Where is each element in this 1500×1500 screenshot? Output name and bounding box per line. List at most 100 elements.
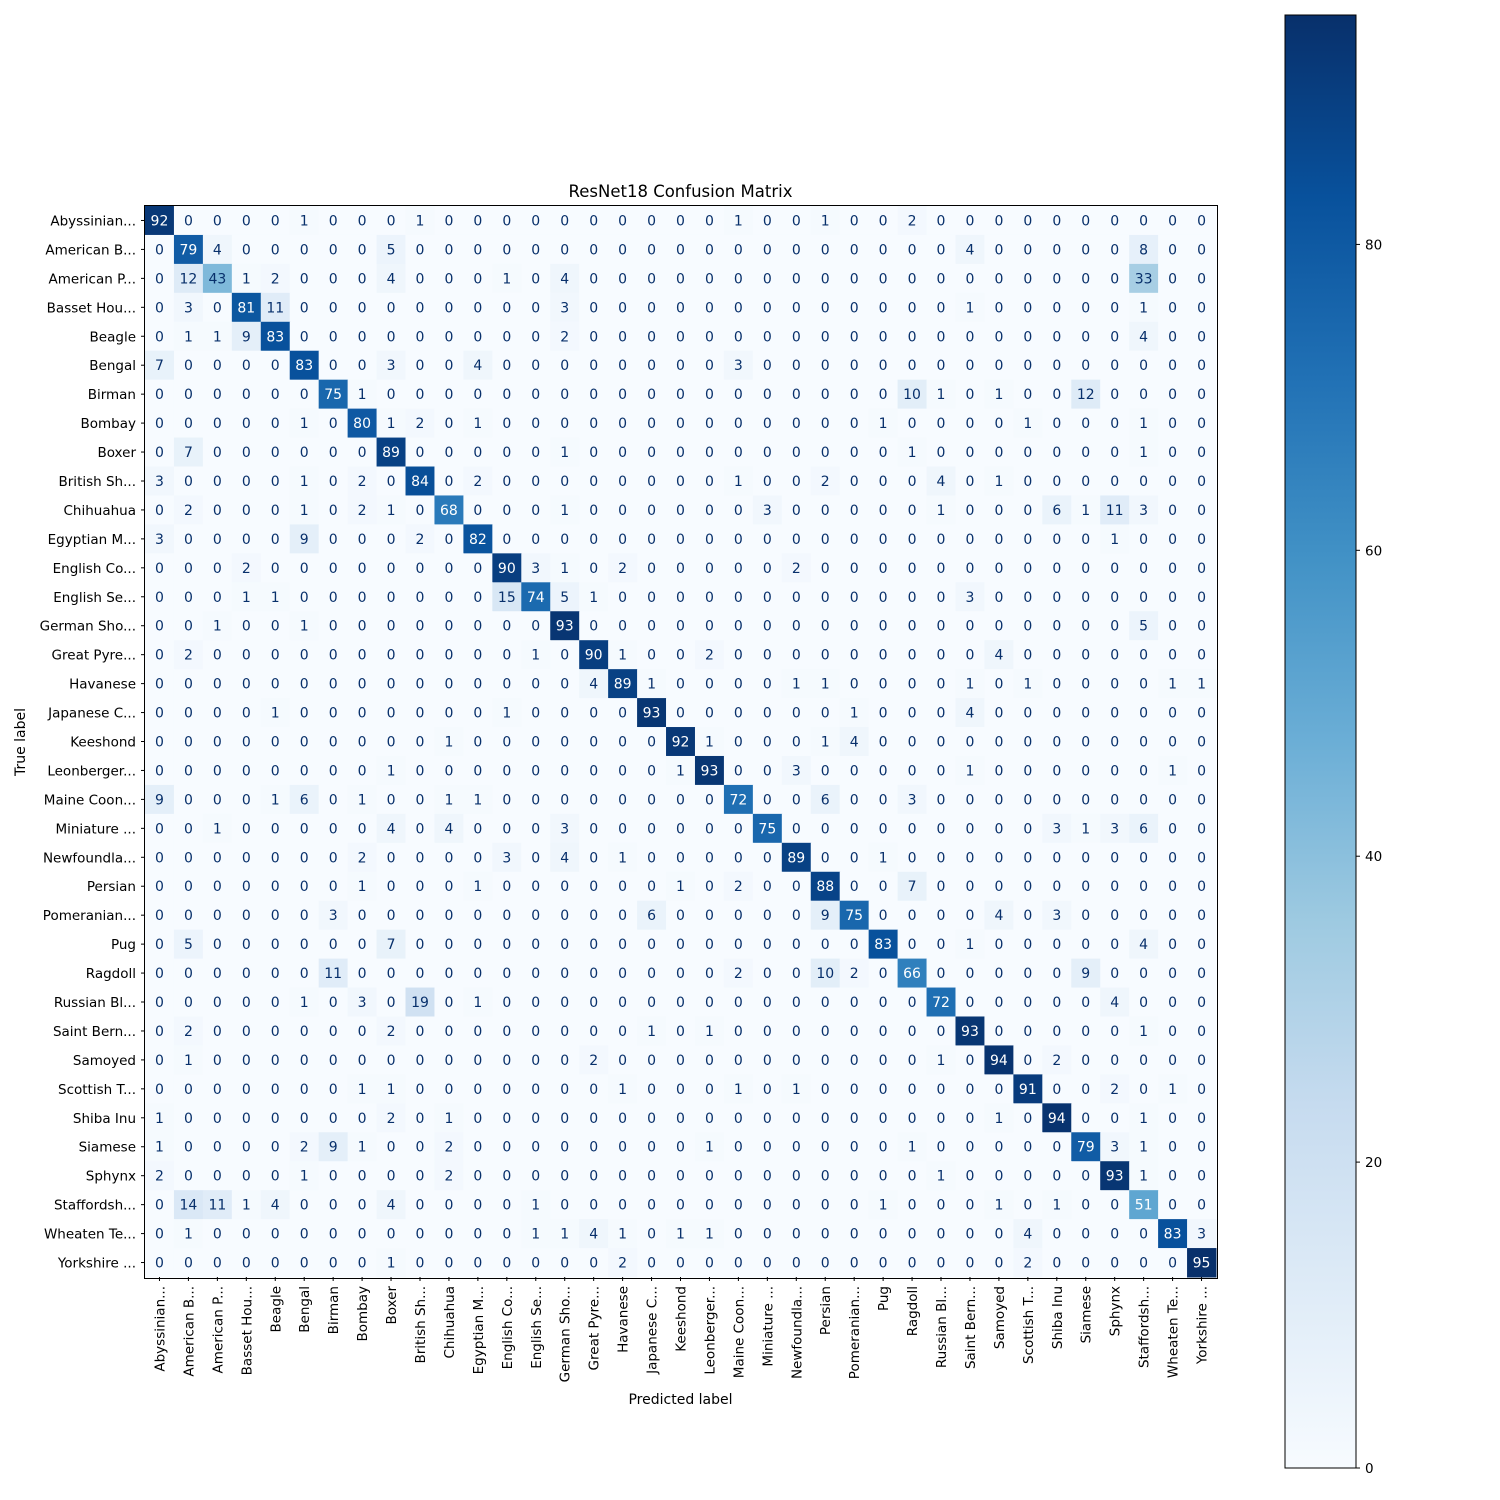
heatmap-cell (723, 408, 754, 439)
heatmap-cell (752, 495, 783, 525)
cell-value: 0 (879, 1140, 888, 1156)
cell-value: 0 (589, 474, 598, 490)
cell-value: 0 (1110, 358, 1119, 374)
cell-value: 0 (676, 792, 685, 808)
heatmap-cell (1129, 958, 1159, 989)
heatmap-cell (897, 1161, 928, 1191)
heatmap-cell (1013, 263, 1043, 294)
cell-value: 0 (531, 387, 540, 403)
heatmap-cell (579, 669, 609, 699)
heatmap-cell (1042, 698, 1072, 728)
heatmap-cell (550, 813, 580, 844)
heatmap-cell (173, 958, 204, 989)
heatmap-cell (810, 698, 841, 728)
heatmap-cell (376, 292, 407, 323)
cell-value: 0 (618, 242, 627, 258)
cell-value: 1 (705, 1140, 714, 1156)
heatmap-cell (376, 582, 407, 612)
cell-value: 0 (618, 387, 627, 403)
cell-value: 0 (531, 1024, 540, 1040)
cell-value: 0 (850, 648, 859, 664)
heatmap-cell (1129, 1248, 1159, 1278)
heatmap-cell (1187, 727, 1217, 757)
cell-value: 0 (821, 1024, 830, 1040)
heatmap-cell (608, 755, 638, 786)
cell-value: 0 (213, 1053, 222, 1069)
heatmap-cell (694, 784, 725, 815)
cell-value: 0 (676, 908, 685, 924)
heatmap-cell (318, 350, 349, 381)
cell-value: 4 (387, 1198, 396, 1214)
heatmap-cell (405, 784, 435, 815)
cell-value: 2 (184, 648, 193, 664)
heatmap-cell (202, 1074, 233, 1104)
cell-value: 0 (358, 763, 367, 779)
cell-value: 0 (734, 821, 743, 837)
cell-value: 0 (1081, 242, 1090, 258)
heatmap-cell (1158, 929, 1188, 960)
heatmap-cell (434, 900, 464, 931)
cell-value: 0 (387, 735, 396, 751)
heatmap-cell (608, 1103, 638, 1133)
heatmap-cell (781, 582, 812, 612)
cell-value: 0 (965, 619, 974, 635)
heatmap-cell (492, 900, 522, 931)
heatmap-cell (463, 813, 493, 844)
cell-value: 0 (821, 532, 830, 548)
heatmap-cell (955, 900, 985, 931)
heatmap-cell (955, 582, 985, 612)
heatmap-cell (666, 813, 696, 844)
heatmap-cell (1042, 1074, 1072, 1104)
cell-value: 0 (994, 619, 1003, 635)
cell-value: 0 (994, 706, 1003, 722)
cell-value: 0 (1197, 735, 1206, 751)
heatmap-cell (347, 755, 378, 786)
cell-value: 0 (1052, 590, 1061, 606)
cell-value: 0 (850, 532, 859, 548)
cell-value: 0 (734, 503, 743, 519)
cell-value: 0 (531, 300, 540, 316)
heatmap-cell (579, 727, 609, 757)
heatmap-cell (926, 263, 956, 294)
cell-value: 0 (1023, 445, 1032, 461)
cell-value: 0 (965, 1227, 974, 1243)
cell-value: 3 (1139, 503, 1148, 519)
cell-value: 1 (444, 792, 453, 808)
cell-value: 0 (589, 213, 598, 229)
cell-value: 0 (589, 358, 598, 374)
heatmap-cell (723, 1045, 754, 1075)
cell-value: 0 (416, 966, 425, 982)
cell-value: 0 (329, 503, 338, 519)
cell-value: 0 (821, 300, 830, 316)
heatmap-cell (868, 813, 899, 844)
cell-value: 0 (850, 358, 859, 374)
cell-value: 1 (300, 474, 309, 490)
cell-value: 0 (1197, 1024, 1206, 1040)
cell-value: 0 (879, 763, 888, 779)
cell-value: 0 (329, 706, 338, 722)
heatmap-cell (492, 350, 522, 381)
x-tick-label: Siamese (1079, 1286, 1095, 1343)
heatmap-cell (202, 842, 233, 873)
heatmap-cell (810, 727, 841, 757)
heatmap-cell (145, 379, 175, 410)
heatmap-cell (1042, 871, 1072, 902)
cell-value: 0 (589, 619, 598, 635)
heatmap-cell (984, 263, 1014, 294)
heatmap-cell (1129, 1103, 1159, 1133)
heatmap-cell (984, 755, 1014, 786)
heatmap-cell (666, 784, 696, 815)
heatmap-cell (839, 408, 870, 439)
cell-value: 2 (358, 850, 367, 866)
heatmap-cell (694, 524, 725, 554)
cell-value: 0 (821, 561, 830, 577)
heatmap-cell (723, 842, 754, 873)
heatmap-cell (955, 553, 985, 583)
cell-value: 0 (1081, 590, 1090, 606)
cell-value: 0 (300, 329, 309, 345)
heatmap-cell (550, 408, 580, 439)
cell-value: 0 (1052, 1227, 1061, 1243)
heatmap-cell (608, 292, 638, 323)
cell-value: 0 (1139, 561, 1148, 577)
heatmap-cell (145, 755, 175, 786)
